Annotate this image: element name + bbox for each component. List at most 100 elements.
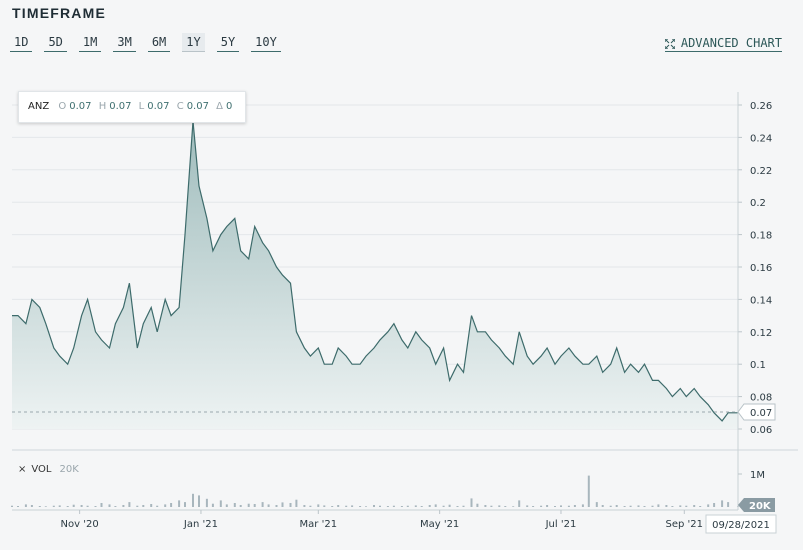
- timeframe-1y-button[interactable]: 1Y: [182, 33, 205, 52]
- volume-label: VOL: [31, 464, 52, 475]
- volume-bar: [721, 500, 724, 507]
- volume-bar: [615, 505, 618, 507]
- volume-bar: [359, 506, 362, 507]
- price-tick-label: 0.24: [750, 133, 772, 144]
- volume-bar: [289, 503, 292, 507]
- volume-bar: [233, 503, 236, 507]
- volume-bar: [323, 505, 326, 507]
- last-date-label: 09/28/2021: [712, 520, 770, 531]
- timeframe-3m-button[interactable]: 3M: [113, 33, 136, 52]
- volume-bar: [100, 503, 103, 507]
- volume-bar: [546, 505, 549, 507]
- volume-bar: [434, 504, 437, 507]
- volume-bar: [122, 505, 125, 507]
- volume-bar: [560, 505, 562, 507]
- price-area: [12, 121, 738, 429]
- volume-bar: [66, 506, 69, 507]
- time-tick-label: Jan '21: [183, 519, 218, 530]
- volume-bar: [247, 503, 250, 507]
- timeframe-1m-button[interactable]: 1M: [78, 33, 102, 52]
- volume-bar: [11, 505, 13, 507]
- volume-bar: [699, 506, 702, 507]
- volume-bar: [142, 505, 145, 507]
- tooltip-high-value: 0.07: [109, 101, 132, 112]
- volume-bar: [693, 505, 696, 507]
- volume-bar: [476, 503, 479, 507]
- time-tick-label: Nov '20: [61, 519, 99, 530]
- timeframe-5y-button[interactable]: 5Y: [216, 33, 240, 52]
- time-tick-label: May '21: [420, 519, 459, 530]
- volume-value: 20K: [59, 464, 79, 475]
- volume-bar: [713, 503, 716, 507]
- volume-bar: [184, 502, 186, 507]
- close-icon[interactable]: ×: [18, 464, 27, 475]
- volume-bar: [24, 504, 27, 507]
- volume-bars: [11, 475, 739, 508]
- volume-bar: [239, 505, 242, 507]
- timeframe-1d-button[interactable]: 1D: [10, 33, 33, 52]
- volume-bar: [428, 505, 431, 507]
- last-price-label: 0.07: [750, 408, 772, 419]
- volume-bar: [44, 506, 47, 507]
- volume-bar: [623, 506, 626, 507]
- volume-bar: [72, 504, 75, 507]
- volume-bar: [219, 500, 222, 507]
- volume-bar: [462, 505, 465, 507]
- time-tick-label: Sep '21: [666, 519, 704, 530]
- volume-bar: [448, 504, 451, 507]
- volume-bar: [303, 505, 306, 507]
- timeframe-5d-button[interactable]: 5D: [44, 33, 67, 52]
- last-volume-badge: [738, 498, 775, 512]
- volume-bar: [38, 506, 41, 507]
- volume-bar: [317, 504, 320, 507]
- volume-bar: [484, 505, 487, 507]
- volume-bar: [657, 504, 660, 507]
- volume-bar: [281, 502, 284, 507]
- volume-bar: [629, 505, 632, 507]
- price-tick-label: 0.14: [750, 295, 772, 306]
- price-line: [12, 121, 738, 422]
- volume-bar: [225, 504, 228, 507]
- volume-bar: [442, 505, 445, 507]
- tooltip-delta-value: 0: [225, 101, 233, 112]
- volume-bar: [192, 493, 194, 507]
- volume-bar: [526, 505, 529, 507]
- volume-bar: [567, 505, 570, 507]
- time-tick-label: Jul '21: [545, 519, 577, 530]
- volume-bar: [532, 506, 535, 507]
- volume-bar: [665, 505, 668, 507]
- volume-bar: [685, 505, 688, 507]
- volume-bar: [420, 506, 423, 507]
- volume-bar: [727, 502, 730, 507]
- volume-bar: [595, 502, 598, 507]
- advanced-chart-button[interactable]: ADVANCED CHART: [664, 36, 782, 52]
- volume-bar: [601, 505, 604, 507]
- tooltip-close-label: C: [176, 101, 184, 112]
- volume-bar: [136, 505, 139, 507]
- volume-bar: [373, 505, 375, 507]
- volume-bar: [707, 504, 710, 507]
- volume-legend: × VOL 20K: [18, 464, 79, 475]
- volume-bar: [379, 505, 381, 507]
- volume-bar: [337, 505, 340, 507]
- volume-bar: [518, 500, 521, 507]
- volume-bar: [205, 498, 208, 508]
- timeframe-6m-button[interactable]: 6M: [147, 33, 171, 52]
- volume-bar: [587, 475, 590, 507]
- volume-bar: [609, 505, 612, 507]
- volume-bar: [86, 505, 89, 507]
- volume-bar: [637, 505, 640, 507]
- tooltip-low-value: 0.07: [147, 101, 170, 112]
- tooltip-open-value: 0.07: [69, 101, 92, 112]
- timeframe-10y-button[interactable]: 10Y: [251, 33, 281, 52]
- tooltip-low-label: L: [138, 101, 145, 112]
- tooltip-symbol: ANZ: [28, 101, 50, 112]
- volume-bar: [498, 505, 501, 507]
- volume-bar: [267, 504, 270, 507]
- volume-bar: [275, 505, 278, 507]
- advanced-chart-label: ADVANCED CHART: [680, 36, 782, 50]
- volume-bar: [211, 503, 214, 507]
- volume-bar: [490, 505, 493, 507]
